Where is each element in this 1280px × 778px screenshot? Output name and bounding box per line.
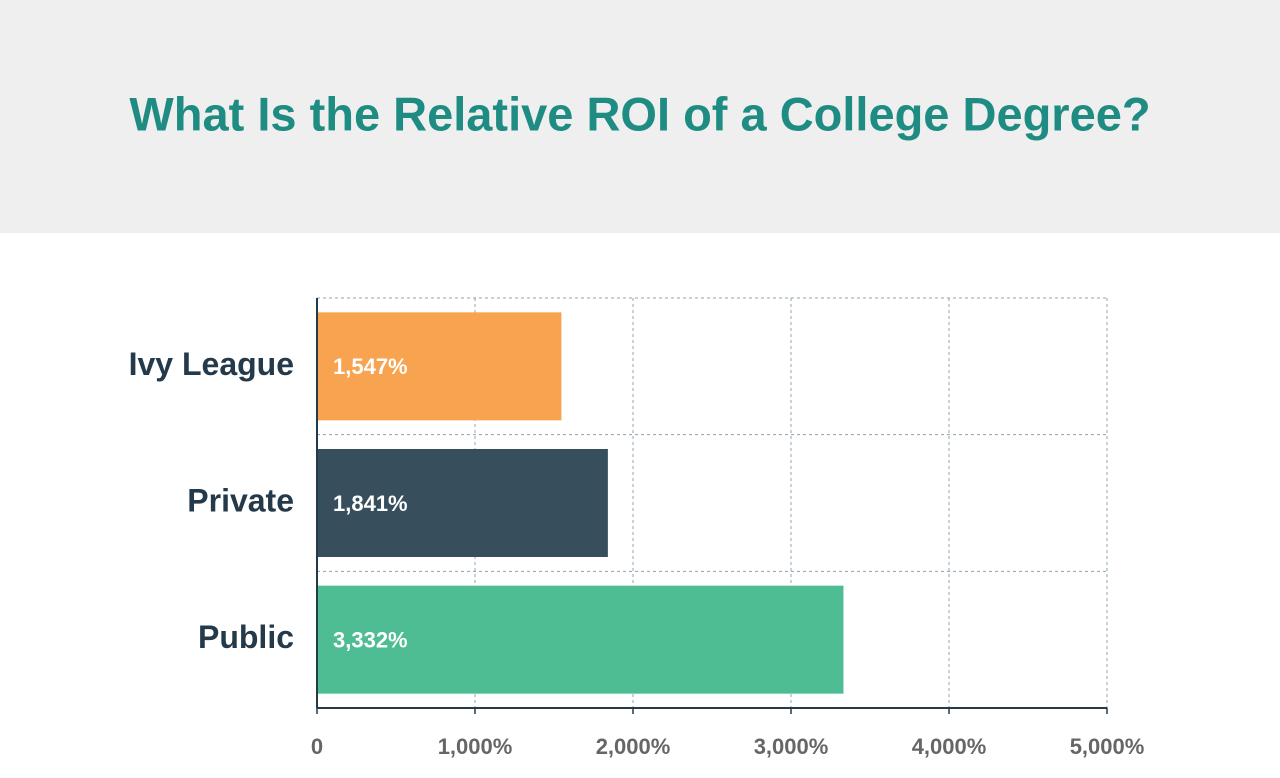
x-tick-label: 1,000%: [438, 734, 513, 759]
bar: [317, 449, 608, 557]
y-tick-label: Ivy League: [129, 346, 294, 382]
bar: [317, 585, 844, 694]
y-tick-label: Private: [187, 482, 294, 518]
x-tick-label: 5,000%: [1070, 734, 1145, 759]
chart-title: What Is the Relative ROI of a College De…: [129, 87, 1150, 140]
x-tick-label: 2,000%: [596, 734, 671, 759]
y-tick-label: Public: [198, 619, 294, 655]
header-band: [0, 0, 1280, 233]
x-tick-label: 4,000%: [912, 734, 987, 759]
value-label: 1,841%: [333, 491, 408, 516]
value-label: 1,547%: [333, 354, 408, 379]
x-tick-label: 3,000%: [754, 734, 829, 759]
bar: [317, 312, 562, 421]
value-label: 3,332%: [333, 627, 408, 652]
x-tick-label: 0: [311, 734, 323, 759]
